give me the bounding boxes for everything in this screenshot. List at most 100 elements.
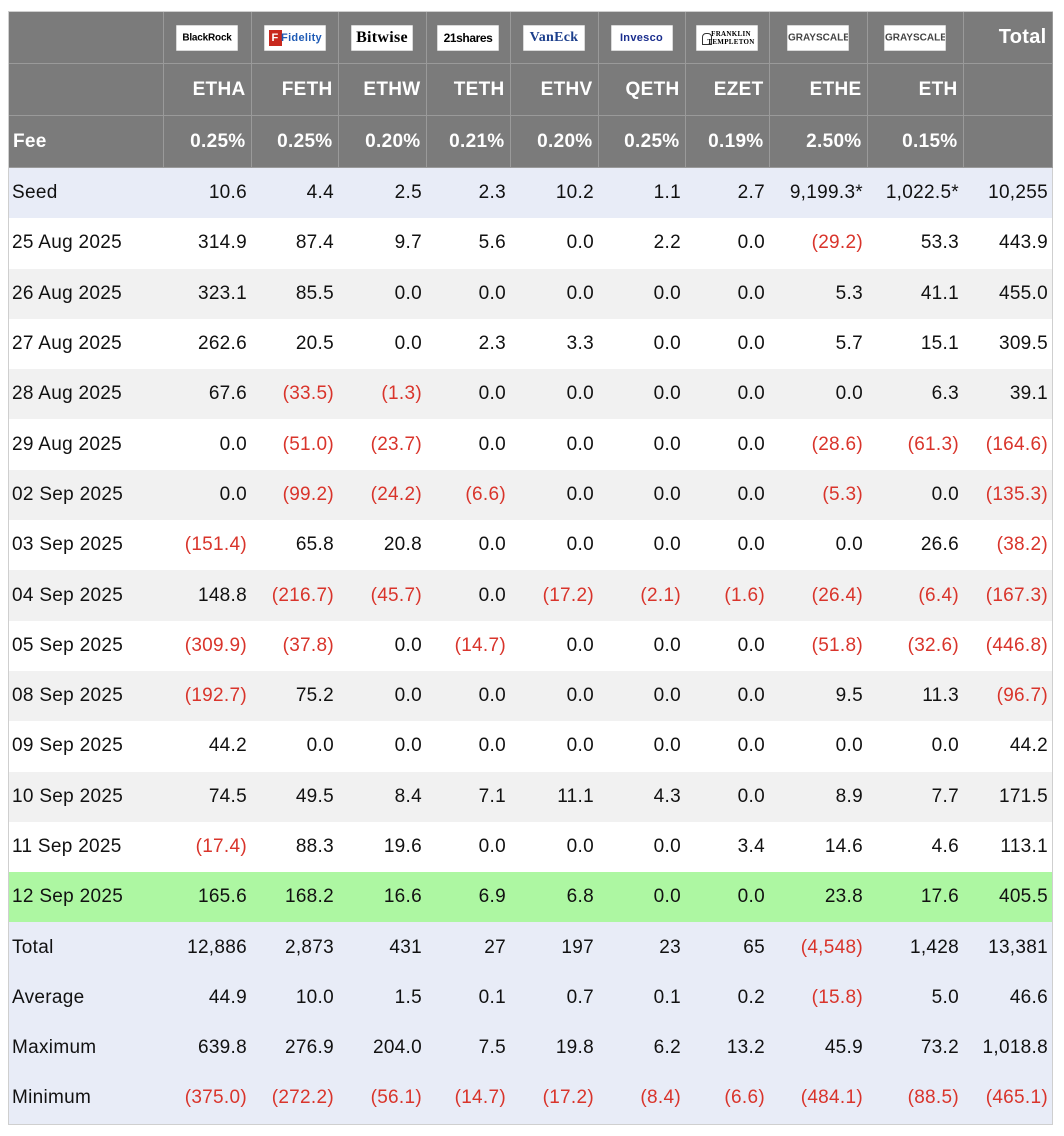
flow-cell: 0.0 [598, 670, 685, 722]
table-row: 11 Sep 2025 (17.4) 88.3 19.6 0.0 0.0 0.0 3.4 14.… [9, 821, 1052, 873]
flow-cell: 0.0 [510, 670, 598, 722]
flow-cell: 6.3 [867, 369, 963, 420]
row-label: 29 Aug 2025 [9, 419, 163, 470]
row-label: 02 Sep 2025 [9, 469, 163, 521]
flow-cell: 23 [598, 922, 685, 973]
flow-cell: 0.0 [685, 771, 769, 822]
flow-cell: 14.6 [769, 821, 867, 873]
flow-cell: 0.0 [510, 419, 598, 470]
flow-cell: 1,022.5* [867, 167, 963, 219]
flow-cell: 19.8 [510, 1023, 598, 1074]
flow-cell: 5.0 [867, 972, 963, 1024]
total-cell: (96.7) [963, 670, 1052, 722]
total-cell: 171.5 [963, 771, 1052, 822]
flow-cell: 16.6 [338, 872, 426, 923]
ticker-feth: FETH [251, 63, 339, 116]
flow-cell: 8.9 [769, 771, 867, 822]
flow-cell: (8.4) [598, 1073, 685, 1124]
vaneck-logo: VanEck [523, 24, 585, 51]
fee-eth: 0.15% [867, 115, 964, 168]
row-label: Seed [9, 167, 163, 219]
fee-total-blank [963, 115, 1053, 168]
total-cell: 443.9 [963, 218, 1052, 269]
invesco-logo: Invesco [610, 24, 673, 51]
flow-cell: 0.0 [426, 520, 510, 571]
summary-row: Minimum (375.0) (272.2) (56.1) (14.7) (17.2)(… [9, 1073, 1052, 1124]
flow-cell: 0.0 [685, 318, 769, 370]
flow-cell: (15.8) [769, 972, 867, 1024]
issuer-cell-vaneck: VanEck [510, 12, 599, 64]
flow-cell: (17.2) [510, 570, 598, 621]
table-row: 25 Aug 2025 314.9 87.4 9.7 5.6 0.0 2.2 0.0 (29.2… [9, 218, 1052, 269]
flow-cell: 323.1 [163, 268, 251, 319]
flow-cell: 4.4 [251, 167, 338, 219]
franklin-templeton-logo: FRANKLIN TEMPLETON [696, 24, 758, 51]
flow-cell: 0.0 [338, 268, 426, 319]
summary-row: Maximum 639.8 276.9 204.0 7.5 19.8 6.2 13.2 45.9… [9, 1023, 1052, 1074]
total-cell: (164.6) [963, 419, 1052, 470]
flow-cell: 0.0 [598, 369, 685, 420]
seed-row: Seed 10.6 4.4 2.5 2.3 10.2 1.1 2.7 9,199.3* 1,022… [9, 167, 1052, 219]
flow-cell: 9.5 [769, 670, 867, 722]
fidelity-logo-text: Fidelity [281, 31, 322, 44]
flow-cell: 0.0 [685, 872, 769, 923]
ticker-eth: ETH [867, 63, 964, 116]
row-label: 25 Aug 2025 [9, 218, 163, 269]
flow-cell: 11.3 [867, 670, 963, 722]
flow-cell: 3.3 [510, 318, 598, 370]
flow-cell: 13.2 [685, 1023, 769, 1074]
ticker-ezet: EZET [685, 63, 770, 116]
flow-cell: (45.7) [338, 570, 426, 621]
flow-cell: 0.0 [510, 469, 598, 521]
issuer-cell-fidelity: F Fidelity [251, 12, 339, 64]
flows-table-body: Seed 10.6 4.4 2.5 2.3 10.2 1.1 2.7 9,199.3* 1,022… [9, 167, 1052, 1124]
summary-row: Average 44.9 10.0 1.5 0.1 0.7 0.1 0.2 (15.8) 5.0 4… [9, 972, 1052, 1024]
flow-cell: (14.7) [426, 620, 510, 671]
flow-cell: 41.1 [867, 268, 963, 319]
bitwise-logo: Bitwise [351, 24, 413, 51]
flow-cell: 0.1 [426, 972, 510, 1024]
flow-cell: (151.4) [163, 520, 251, 571]
flow-cell: 2,873 [251, 922, 338, 973]
fee-label: Fee [9, 115, 164, 168]
flow-cell: 0.0 [685, 670, 769, 722]
21shares-logo: 21shares [437, 24, 499, 51]
flow-cell: 73.2 [867, 1023, 963, 1074]
flow-cell: (28.6) [769, 419, 867, 470]
table-row: 28 Aug 2025 67.6 (33.5) (1.3) 0.0 0.0 0.0 0.0 0.… [9, 369, 1052, 420]
issuer-cell-blackrock: BlackRock [163, 12, 252, 64]
flow-cell: 0.0 [598, 419, 685, 470]
flow-cell: 0.0 [510, 620, 598, 671]
issuer-cell-grayscale-eth: GRAYSCALE [867, 12, 964, 64]
table-row: 09 Sep 2025 44.2 0.0 0.0 0.0 0.0 0.0 0.0 0.0 0.0 4… [9, 721, 1052, 772]
blackrock-logo: BlackRock [176, 24, 238, 51]
flow-cell: 0.0 [510, 268, 598, 319]
flow-cell: 0.2 [685, 972, 769, 1024]
flow-cell: 5.7 [769, 318, 867, 370]
flow-cell: 2.3 [426, 167, 510, 219]
total-cell: 44.2 [963, 721, 1052, 772]
total-cell: (135.3) [963, 469, 1052, 521]
table-row: 08 Sep 2025 (192.7) 75.2 0.0 0.0 0.0 0.0 0.0 9.5… [9, 670, 1052, 722]
issuer-cell-invesco: Invesco [598, 12, 686, 64]
flow-cell: 20.8 [338, 520, 426, 571]
flow-cell: 0.0 [426, 369, 510, 420]
flow-cell: 0.0 [685, 620, 769, 671]
flow-cell: 0.0 [769, 721, 867, 772]
grayscale-mini-logo: GRAYSCALE [884, 24, 946, 51]
flow-cell: 2.3 [426, 318, 510, 370]
ticker-teth: TETH [426, 63, 511, 116]
flow-cell: 0.0 [867, 469, 963, 521]
flow-cell: 148.8 [163, 570, 251, 621]
flow-cell: (484.1) [769, 1073, 867, 1124]
row-label: 28 Aug 2025 [9, 369, 163, 420]
flow-cell: 0.0 [685, 268, 769, 319]
flow-cell: (26.4) [769, 570, 867, 621]
ticker-etha: ETHA [163, 63, 252, 116]
fee-ethe: 2.50% [769, 115, 868, 168]
row-label: 12 Sep 2025 [9, 872, 163, 923]
flow-cell: 0.0 [426, 670, 510, 722]
flow-cell: 6.9 [426, 872, 510, 923]
flow-cell: 2.5 [338, 167, 426, 219]
flow-cell: 12,886 [163, 922, 251, 973]
